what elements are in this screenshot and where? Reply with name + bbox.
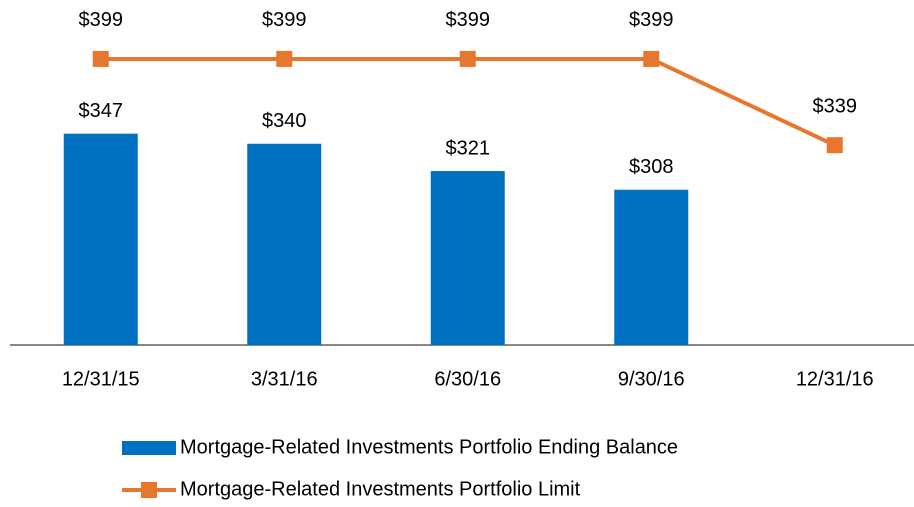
legend-swatch xyxy=(141,482,157,498)
bar xyxy=(614,189,689,345)
data-label: $347 xyxy=(79,100,124,122)
marker xyxy=(643,50,660,67)
marker xyxy=(92,50,109,67)
x-tick-label: 6/30/16 xyxy=(434,368,501,390)
x-tick-label: 9/30/16 xyxy=(618,368,685,390)
line xyxy=(100,56,836,147)
data-label: $340 xyxy=(262,110,307,132)
x-tick-label: 12/31/15 xyxy=(62,368,140,390)
data-label: $321 xyxy=(446,137,491,159)
legend-swatch xyxy=(122,441,176,455)
legend-label: Mortgage-Related Investments Portfolio E… xyxy=(180,436,678,458)
marker xyxy=(276,50,293,67)
marker xyxy=(826,137,843,154)
x-tick-label: 3/31/16 xyxy=(251,368,318,390)
data-label: $339 xyxy=(813,95,858,117)
bar xyxy=(430,171,505,345)
data-label: $399 xyxy=(629,9,674,31)
data-label: $308 xyxy=(629,156,674,178)
bar xyxy=(247,143,322,345)
bar xyxy=(63,133,138,345)
legend-label: Mortgage-Related Investments Portfolio L… xyxy=(180,478,581,500)
data-label: $399 xyxy=(262,9,307,31)
data-label: $399 xyxy=(446,9,491,31)
marker xyxy=(459,50,476,67)
data-label: $399 xyxy=(79,9,124,31)
x-tick-label: 12/31/16 xyxy=(796,368,874,390)
